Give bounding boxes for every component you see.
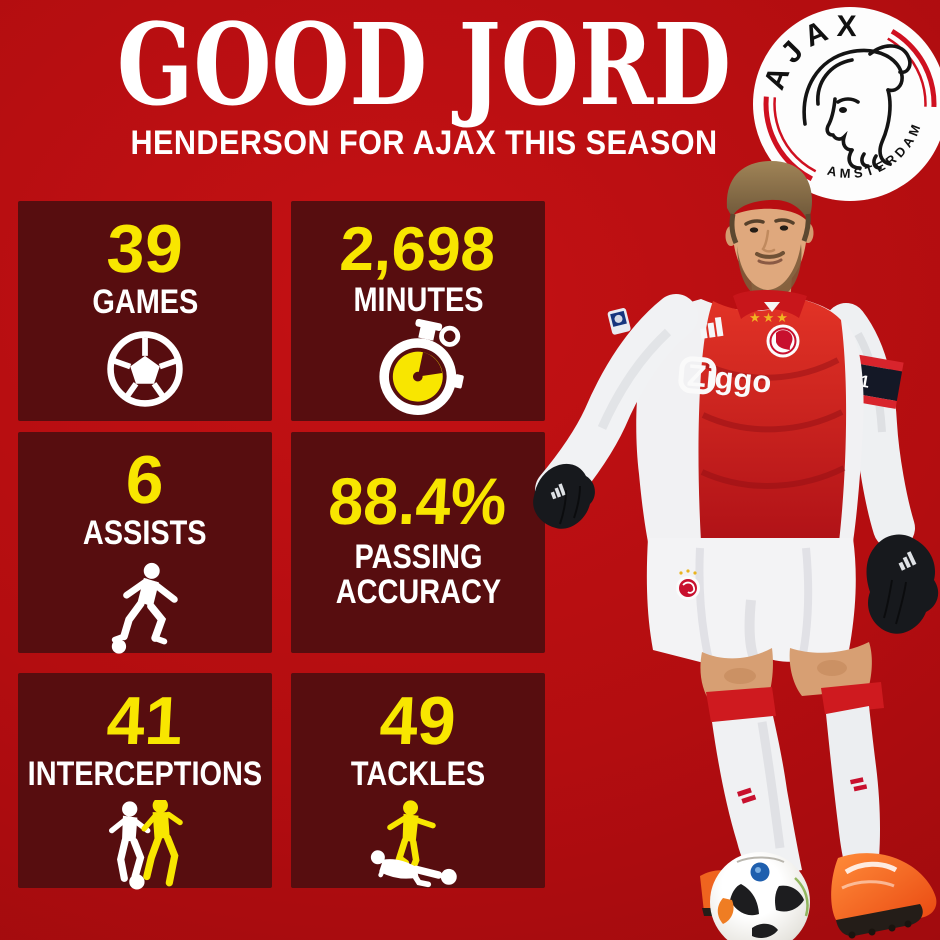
- football-icon: [107, 331, 183, 407]
- header: GOOD JORD HENDERSON FOR AJAX THIS SEASON: [0, 0, 848, 163]
- right-glove: [866, 534, 939, 634]
- stat-label: ASSISTS: [83, 514, 207, 552]
- stat-label: INTERCEPTIONS: [27, 755, 263, 793]
- football: [710, 852, 810, 940]
- stat-label: MINUTES: [352, 281, 484, 319]
- stat-card-tackles: 49 TACKLES: [291, 673, 545, 888]
- stat-label: GAMES: [92, 283, 198, 321]
- stat-value: 49: [378, 683, 458, 759]
- sponsor-text: Ziggo: [686, 358, 773, 400]
- page-subtitle: HENDERSON FOR AJAX THIS SEASON: [130, 124, 718, 162]
- player-shorts: [646, 538, 856, 667]
- duel-players-icon: [109, 800, 183, 890]
- stopwatch-icon: [379, 318, 464, 416]
- captain-armband: X1: [824, 350, 904, 409]
- stat-value: 2,698: [338, 215, 498, 284]
- warrior-eye: [839, 107, 847, 113]
- kicking-player-icon: [111, 562, 178, 654]
- stat-value: 39: [105, 211, 185, 287]
- league-badge: [607, 308, 631, 335]
- stat-card-games: 39 GAMES: [18, 201, 272, 421]
- stat-card-assists: 6 ASSISTS: [18, 432, 272, 654]
- adidas-logo: [700, 316, 724, 339]
- player-shirt: ★★★ Ziggo: [636, 290, 864, 542]
- armband-text: X1: [847, 370, 871, 392]
- shorts-crest: [676, 569, 700, 600]
- ajax-crest-icon: AJAX AMSTERDAM: [753, 7, 940, 201]
- player-socks: [706, 682, 884, 878]
- stat-card-minutes: 2,698 MINUTES: [291, 201, 545, 421]
- shirt-collar: [733, 290, 807, 319]
- player-right-arm: X1: [824, 303, 915, 549]
- page-title: GOOD JORD: [116, 0, 732, 131]
- slide-tackle-icon: [370, 800, 457, 888]
- stat-value: 88.4%: [327, 464, 509, 538]
- ajax-logo: AJAX AMSTERDAM: [750, 4, 940, 209]
- ajax-shirt-crest: [766, 324, 800, 358]
- stat-card-interceptions: 41 INTERCEPTIONS: [18, 673, 272, 890]
- stat-value: 6: [124, 442, 166, 518]
- stat-card-passing-accuracy: 88.4% PASSING ACCURACY: [291, 432, 545, 653]
- player-boots: [700, 853, 937, 939]
- player-legs: [700, 642, 872, 702]
- stat-value: 41: [105, 683, 185, 759]
- shirt-stars: ★★★: [749, 310, 790, 325]
- player-left-arm: [535, 294, 698, 512]
- shirt-sponsor: Ziggo: [678, 356, 773, 400]
- stat-label: PASSING ACCURACY: [335, 538, 501, 612]
- stat-label: TACKLES: [350, 755, 486, 793]
- warrior-head-lineart: [802, 44, 912, 170]
